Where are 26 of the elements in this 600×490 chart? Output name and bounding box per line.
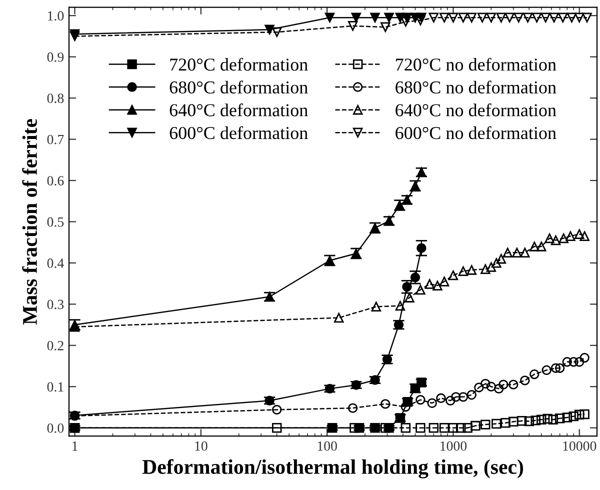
legend-label: 600°C no deformation [396,126,556,140]
y-tick-label: 0.2 [47,340,64,350]
y-tick-label: 0.6 [47,176,64,186]
legend-label: 680°C deformation [170,80,308,94]
legend-label: 720°C no deformation [396,58,556,71]
y-tick-label: 0.5 [47,217,64,227]
y-tick-label: 0.0 [47,423,64,433]
legend-label: 600°C deformation [170,126,308,140]
x-axis-title: Deformation/isothermal holding time, (sec) [142,459,524,478]
x-tick-label: 10000 [563,441,596,451]
legend-label: 640°C deformation [170,103,308,116]
y-tick-label: 0.1 [47,382,64,392]
legend-label: 720°C deformation [170,58,308,71]
y-axis-title: Mass fraction of ferrite [22,119,37,325]
x-tick-label: 1 [72,441,78,451]
x-tick-label: 100 [318,441,337,451]
legend-label: 680°C no deformation [396,80,556,94]
legend-label: 640°C no deformation [396,103,556,116]
y-tick-label: 1.0 [48,11,64,21]
y-tick-label: 0.4 [47,258,64,268]
x-tick-label: 10 [195,441,208,451]
x-tick-label: 1000 [440,441,467,451]
y-tick-label: 0.9 [47,52,64,62]
y-tick-label: 0.3 [47,300,64,310]
y-tick-label: 0.8 [47,94,64,104]
y-tick-label: 0.7 [47,134,64,144]
